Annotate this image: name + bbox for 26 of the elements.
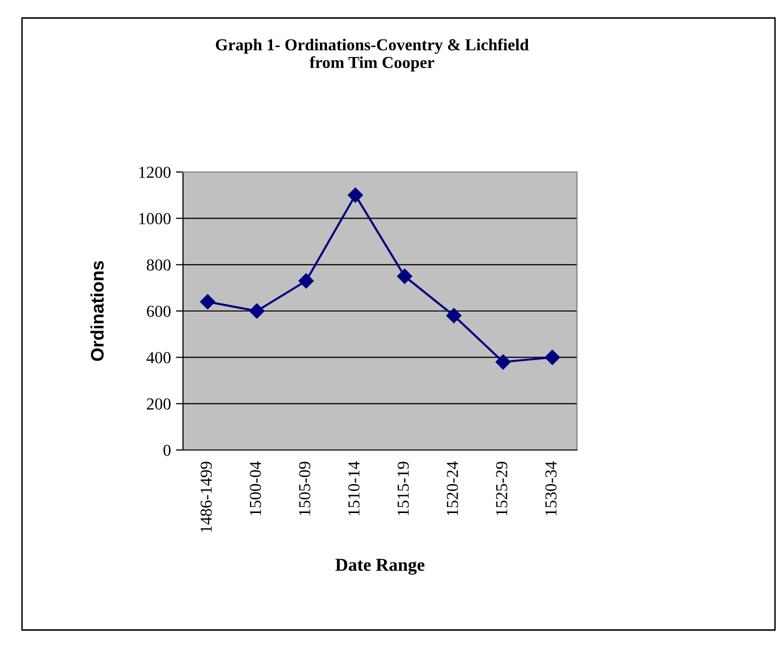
point: [348, 188, 363, 203]
chart-title: Graph 1- Ordinations-Coventry & Lichfield from Tim Cooper: [216, 38, 529, 72]
y-tick-label: 800: [146, 259, 171, 271]
point: [446, 308, 462, 324]
x-tick-label: 1510-14: [348, 461, 360, 516]
x-tick-label: 1500-04: [250, 461, 262, 516]
x-axis-title: Date Range: [335, 558, 424, 575]
point: [249, 303, 264, 319]
y-axis-title: Ordinations: [90, 261, 104, 361]
y-tick-label: 1200: [139, 166, 171, 178]
y-tick-label: 200: [146, 398, 171, 410]
x-tick-label: 1515-19: [398, 462, 409, 516]
x-tick-label: 1525-29: [496, 462, 508, 516]
y-tick-label: 600: [146, 306, 171, 317]
point: [200, 294, 216, 310]
x-tick-label: 1486-1499: [200, 462, 212, 532]
point: [544, 350, 560, 365]
y-tick-label: 0: [163, 444, 171, 456]
y-tick-label: 400: [146, 352, 171, 364]
point: [298, 273, 314, 288]
x-tick-label: 1505-09: [299, 462, 310, 516]
x-tick-label: 1530-34: [545, 461, 557, 516]
x-tick-label: 1520-24: [446, 461, 458, 516]
point: [496, 354, 511, 370]
y-tick-label: 1000: [139, 213, 171, 224]
point: [397, 268, 412, 284]
